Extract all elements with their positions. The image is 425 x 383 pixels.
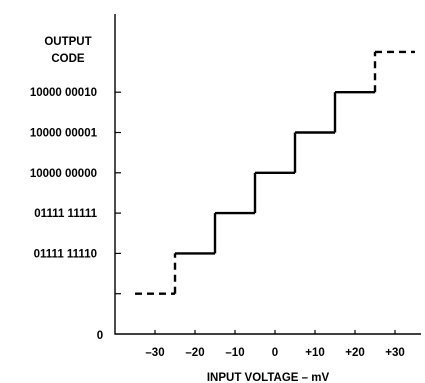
x-axis-title: INPUT VOLTAGE – mV [207,372,330,383]
y-tick-label: 10000 00010 [30,87,97,99]
ticks-layer: –30 –20 –10 0 +10 +20 +30 01111 11110 01111 1111… [30,87,405,359]
x-tick-label: +30 [385,347,405,359]
x-tick-label: –10 [225,347,244,359]
plot-frame [114,14,421,335]
y-axis-title-line1: OUTPUT [44,36,91,48]
x-tick-label: +20 [345,347,365,359]
x-tick-label: –20 [185,347,204,359]
origin-label: 0 [97,330,103,342]
x-tick-label: –30 [145,347,164,359]
y-axis-title-line2: CODE [51,53,85,65]
y-tick-label: 10000 00000 [30,168,97,180]
y-tick-label: 10000 00001 [30,128,98,140]
x-tick-label: 0 [272,347,278,359]
x-tick-label: +10 [305,347,325,359]
y-tick-label: 01111 11110 [34,248,97,260]
steps-layer [135,50,415,295]
y-tick-label: 01111 11111 [34,208,97,220]
